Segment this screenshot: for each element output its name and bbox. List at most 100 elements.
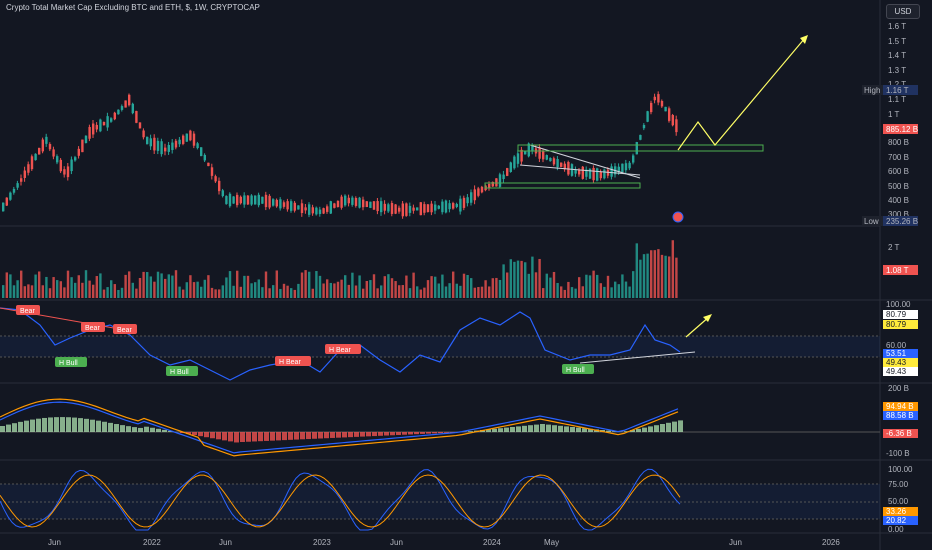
currency-selector[interactable]: USD	[886, 4, 920, 19]
macd-histogram-bar	[258, 432, 263, 442]
volume-bar	[477, 287, 480, 298]
candle-body	[88, 127, 91, 139]
candle-body	[401, 203, 404, 217]
volume-bar	[300, 272, 304, 298]
volume-bar	[5, 272, 8, 298]
macd-axis-top: 200 B	[888, 384, 909, 393]
macd-histogram-bar	[666, 422, 671, 432]
macd-histogram-bar	[660, 424, 665, 432]
candle-body	[138, 122, 142, 129]
volume-bar	[106, 287, 109, 298]
volume-bar	[635, 243, 638, 298]
volume-bar	[578, 277, 581, 298]
candle-body	[621, 163, 624, 173]
price-axis-label: 1 T	[888, 110, 900, 119]
candle-body	[63, 169, 66, 175]
volume-bar	[164, 278, 167, 298]
volume-bar	[560, 286, 563, 298]
volume-bar	[99, 273, 102, 298]
volume-bar	[167, 274, 170, 298]
tag-bear-1: Bear	[20, 308, 35, 315]
macd-histogram-bar	[300, 432, 305, 440]
macd-histogram-bar	[558, 425, 563, 432]
candle-body	[448, 203, 451, 210]
candle-body	[585, 169, 588, 177]
candle-body	[354, 197, 358, 206]
macd-histogram-bar	[366, 432, 371, 437]
macd-histogram-bar	[630, 430, 635, 432]
volume-bar	[365, 280, 368, 298]
volume-bar	[282, 283, 286, 298]
volume-bar	[250, 283, 253, 298]
candle-body	[290, 201, 293, 211]
volume-bar	[448, 283, 451, 298]
macd-histogram-bar	[204, 432, 209, 438]
macd-histogram-bar	[504, 427, 509, 432]
candle-body	[516, 153, 520, 164]
macd-histogram-bar	[312, 432, 317, 439]
volume-bar	[174, 270, 178, 298]
volume-bar	[135, 288, 138, 298]
macd-histogram-bar	[396, 432, 401, 435]
macd-histogram-bar	[390, 432, 395, 436]
macd-histogram-bar	[108, 422, 113, 432]
volume-bar	[293, 289, 296, 298]
volume-bar	[196, 281, 199, 298]
stoch-k-line	[0, 468, 681, 531]
candle-body	[23, 170, 26, 178]
volume-bar	[531, 256, 534, 298]
candle-body	[99, 119, 102, 132]
volume-bar	[394, 281, 397, 298]
volume-bar	[574, 288, 577, 298]
candle-body	[657, 94, 660, 103]
candle-body	[77, 148, 80, 156]
macd-histogram-bar	[606, 430, 611, 432]
candle-body	[84, 135, 88, 144]
volume-bar	[664, 255, 667, 298]
volume-bar	[272, 285, 275, 298]
candle-body	[228, 193, 232, 207]
volume-bar	[437, 283, 440, 298]
macd-histogram-bar	[222, 432, 227, 441]
candle-body	[646, 111, 649, 122]
volume-bar	[304, 270, 307, 298]
candle-body	[124, 100, 127, 108]
candle-body	[524, 151, 527, 155]
volume-bar	[462, 273, 466, 298]
candle-body	[671, 115, 674, 126]
candle-body	[59, 159, 62, 172]
price-axis-label: 800 B	[888, 138, 909, 147]
volume-bar	[347, 284, 350, 298]
candle-body	[9, 192, 12, 200]
candle-body	[304, 207, 307, 211]
price-axis-label: 500 B	[888, 182, 909, 191]
price-axis-label: 1.3 T	[888, 66, 906, 75]
candle-body	[376, 201, 379, 212]
volume-bar	[203, 279, 206, 298]
time-label-6: May	[544, 538, 559, 547]
volume-bar	[412, 272, 415, 298]
volume-bar	[160, 273, 163, 298]
macd-histogram-bar	[588, 428, 593, 432]
price-candles	[2, 91, 678, 219]
price-axis-label: 400 B	[888, 196, 909, 205]
candle-body	[189, 130, 192, 141]
volume-bar	[102, 289, 106, 298]
macd-histogram-bar	[402, 432, 407, 435]
volume-bar	[614, 281, 617, 298]
macd-histogram-bar	[102, 421, 107, 432]
tag-hbull-2: H Bull	[170, 369, 189, 376]
candle-body	[340, 196, 343, 208]
candle-body	[167, 144, 170, 152]
candle-body	[372, 201, 376, 210]
volume-bar	[66, 270, 70, 298]
candle-body	[102, 121, 106, 126]
candle-body	[268, 195, 271, 208]
candle-body	[549, 158, 552, 162]
volume-bar	[498, 279, 502, 298]
candle-body	[261, 196, 264, 204]
candle-body	[185, 133, 188, 142]
candle-body	[56, 156, 59, 163]
macd-histogram-bar	[624, 431, 629, 432]
